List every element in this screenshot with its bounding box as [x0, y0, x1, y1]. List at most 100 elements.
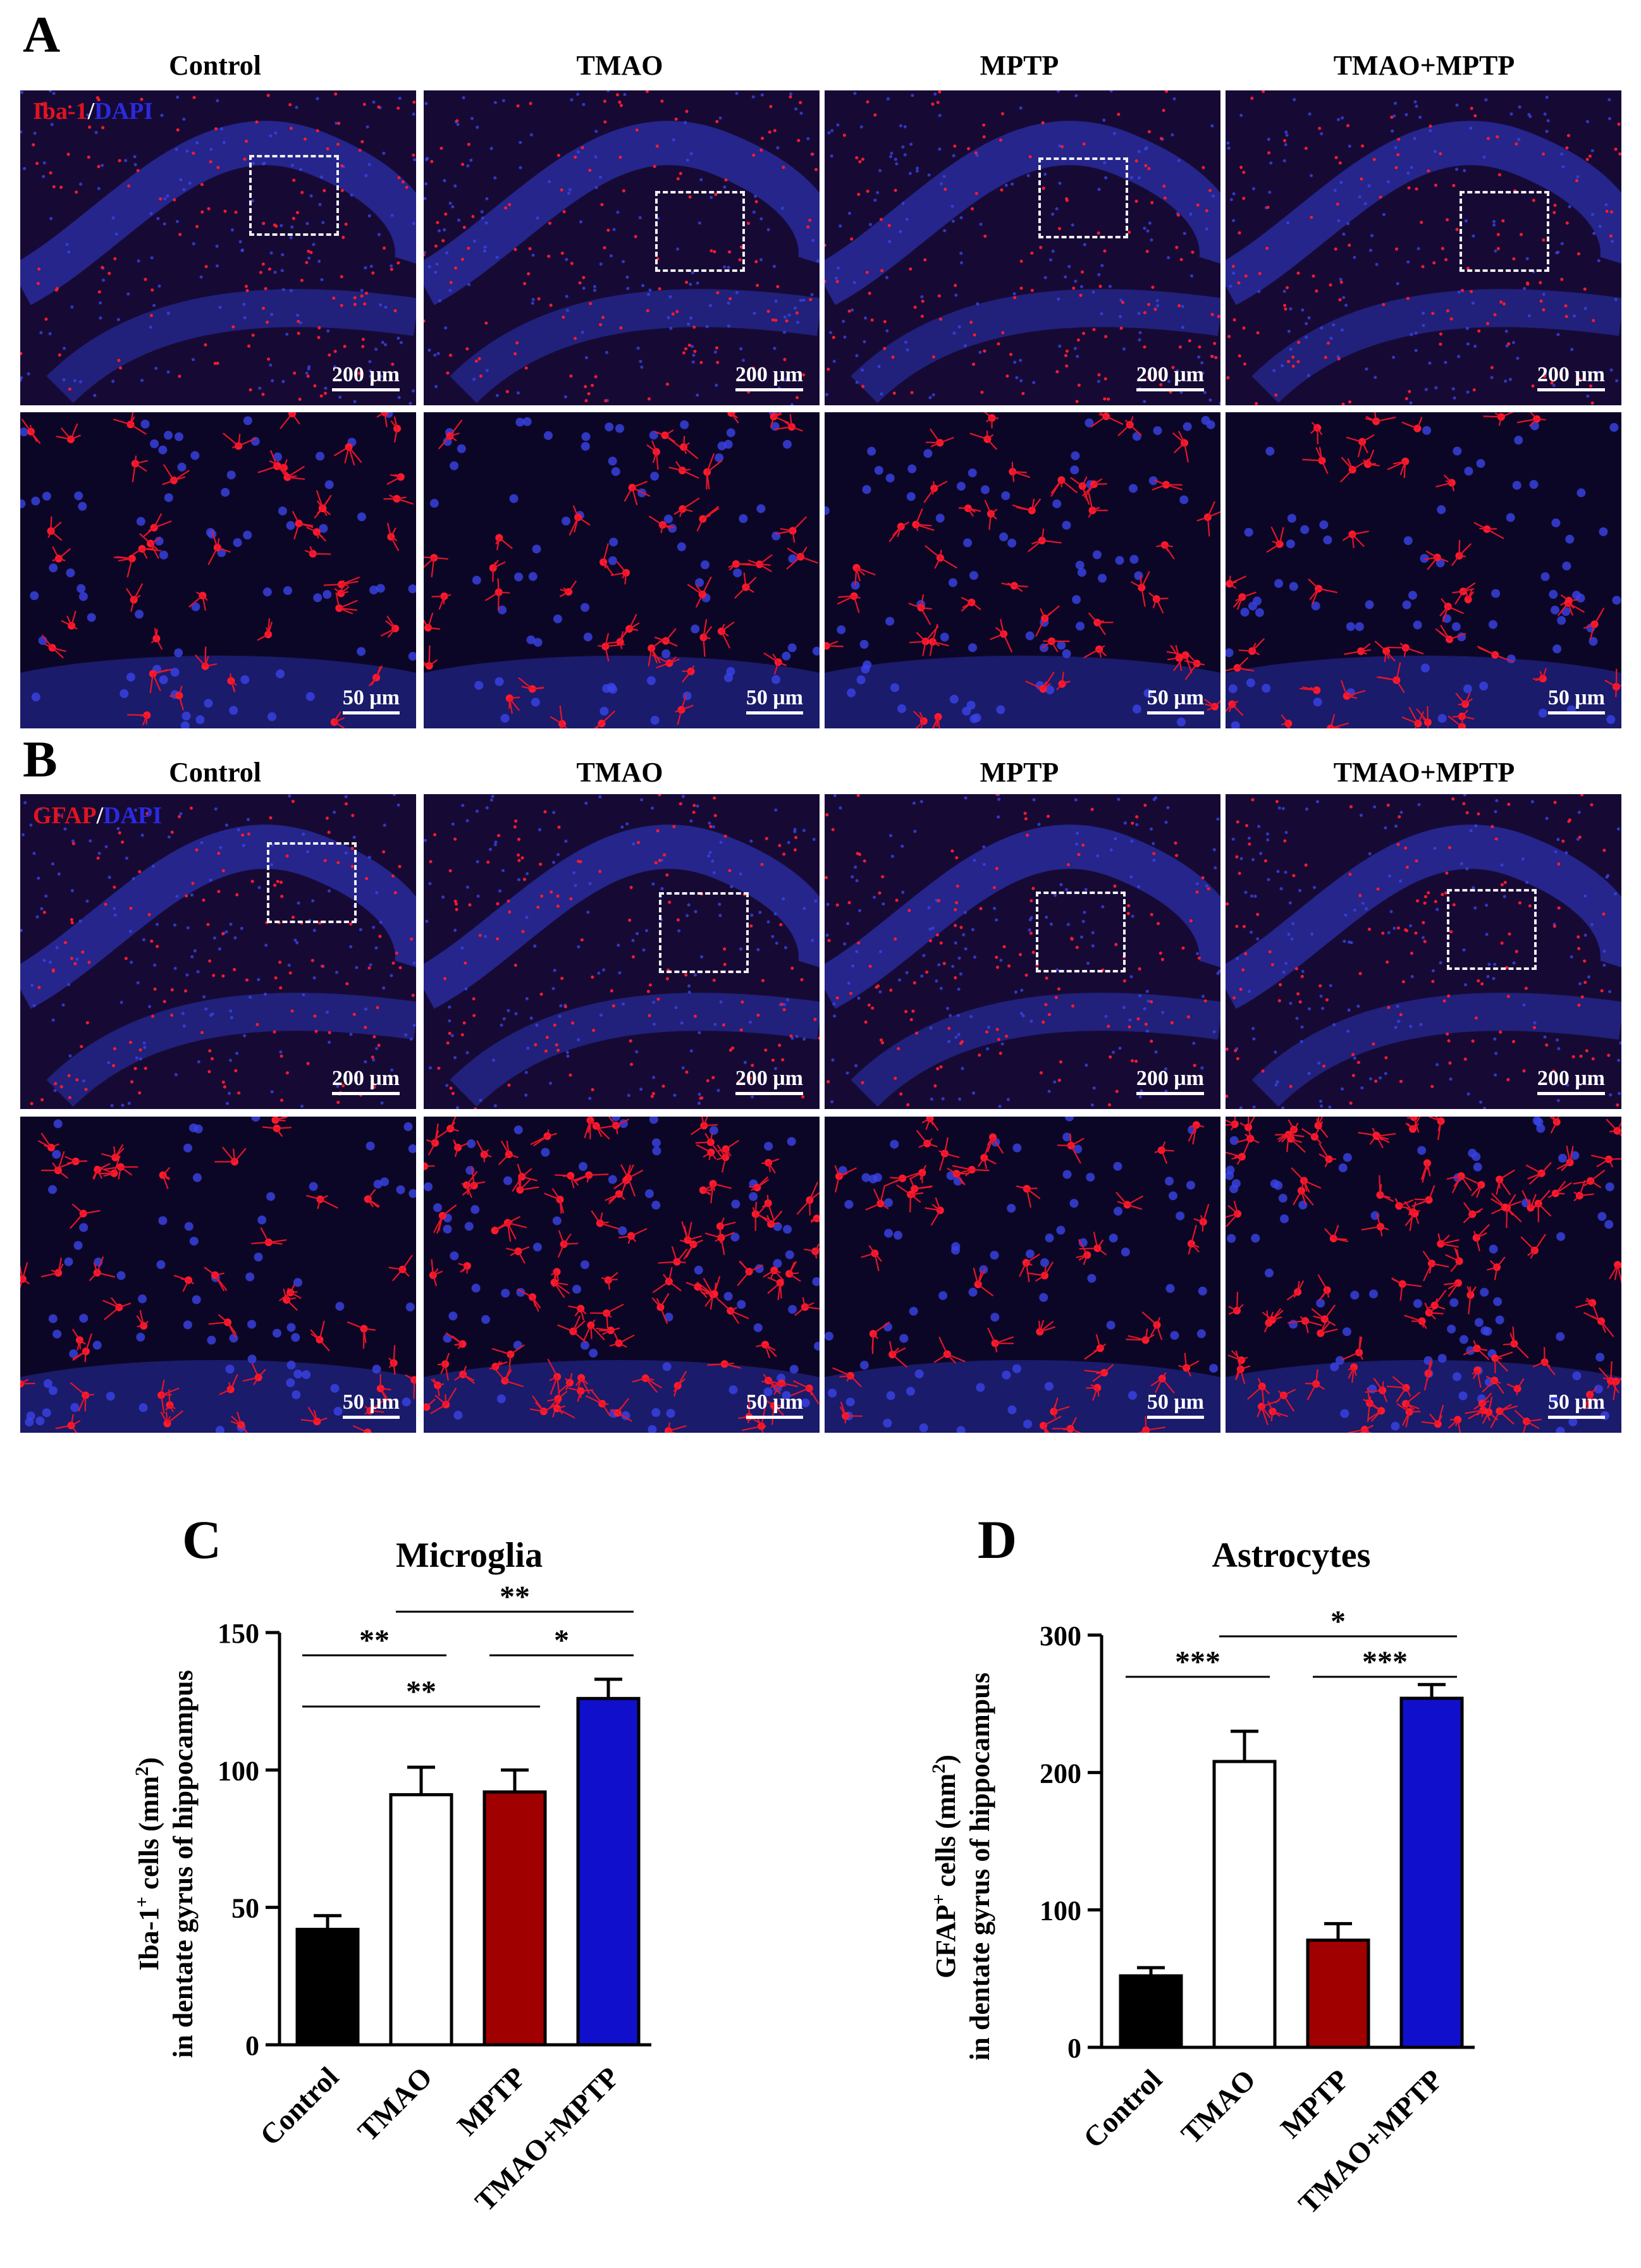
micrograph-image: [1226, 1117, 1621, 1433]
zoom-region-box: [1460, 191, 1549, 272]
significance-label: ***: [1175, 1645, 1220, 1679]
scale-bar-line: [735, 1092, 803, 1095]
micrograph-image: [20, 90, 416, 405]
micrograph-tile: 50 μm: [20, 412, 416, 728]
micrograph-image: [424, 794, 820, 1109]
y-axis-label: GFAP+ cells (mm2): [928, 1755, 961, 1978]
col-label-tmao-a: TMAO: [576, 50, 663, 81]
y-axis-label-line2: in dentate gyrus of hippocampus: [168, 1670, 199, 2058]
micrograph-tile: 200 μm: [20, 794, 416, 1109]
significance-label: *: [1331, 1605, 1346, 1638]
micrograph-image: [1226, 412, 1621, 728]
bar: [482, 1790, 547, 2047]
scale-bar-line: [1136, 1092, 1204, 1095]
scale-bar: 50 μm: [1547, 1390, 1605, 1419]
micrograph-tile: 50 μm: [1226, 1117, 1621, 1433]
scale-bar-label: 200 μm: [735, 1067, 803, 1090]
micrograph-image: [1226, 90, 1621, 405]
micrograph-tile: 50 μm: [20, 1117, 416, 1433]
scale-bar-label: 200 μm: [1537, 363, 1605, 386]
col-label-mptp-a: MPTP: [980, 50, 1059, 81]
scale-bar-line: [746, 711, 803, 714]
scale-bar-line: [735, 388, 803, 391]
scale-bar: 50 μm: [342, 1390, 400, 1419]
col-label-mptp-b: MPTP: [980, 757, 1059, 788]
scale-bar: 200 μm: [1537, 363, 1605, 391]
micrograph-tile: 200 μm: [1226, 90, 1621, 405]
bar: [1306, 1938, 1370, 2049]
col-label-control-b: Control: [169, 757, 261, 788]
col-label-control-a: Control: [169, 50, 261, 81]
scale-bar-line: [331, 1092, 400, 1095]
scale-bar-line: [1146, 711, 1204, 714]
scale-bar-label: 200 μm: [1136, 363, 1204, 386]
y-axis-label-line2: in dentate gyrus of hippocampus: [964, 1672, 995, 2061]
y-tick-label: 150: [218, 1618, 259, 1649]
chart-astrocytes: Astrocytes GFAP+ cells (mm2) in dentate gy…: [928, 1536, 1475, 2220]
panel-letter-d: D: [978, 1509, 1017, 1570]
stain-blue-label: DAPI: [94, 98, 154, 125]
chart-title: Astrocytes: [1212, 1536, 1371, 1575]
scale-bar: 50 μm: [1146, 686, 1204, 714]
zoom-region-box: [1038, 157, 1128, 238]
scale-bar: 50 μm: [746, 1390, 803, 1419]
zoom-region-box: [249, 155, 339, 236]
zoom-region-box: [1447, 889, 1537, 970]
scale-bar-line: [746, 1416, 803, 1419]
col-label-tmao-mptp-b: TMAO+MPTP: [1333, 757, 1515, 788]
micrograph-tile: 200 μm: [424, 794, 820, 1109]
scale-bar: 200 μm: [331, 363, 400, 391]
significance-label: **: [406, 1675, 436, 1708]
micrograph-tile: 200 μm: [825, 90, 1220, 405]
y-tick-label: 100: [218, 1755, 259, 1786]
micrograph-tile: 50 μm: [825, 1117, 1220, 1433]
stain-slash: /: [87, 98, 95, 125]
stain-slash: /: [96, 802, 104, 829]
y-tick-label: 50: [231, 1893, 259, 1924]
scale-bar-label: 50 μm: [342, 1390, 400, 1414]
y-tick-label: 300: [1040, 1621, 1081, 1652]
bar: [389, 1793, 453, 2047]
zoom-region-box: [1036, 892, 1126, 972]
scale-bar-line: [1547, 711, 1605, 714]
scale-bar-label: 50 μm: [342, 686, 400, 709]
stain-red-label: GFAP: [33, 802, 97, 829]
scale-bar-label: 50 μm: [1547, 1390, 1605, 1414]
col-label-tmao-b: TMAO: [576, 757, 663, 788]
scale-bar-line: [342, 711, 400, 714]
y-axis-label: Iba-1+ cells (mm2): [132, 1757, 164, 1971]
micrograph-tile: 200 μm: [825, 794, 1220, 1109]
zoom-region-box: [655, 191, 745, 272]
significance-label: **: [359, 1624, 390, 1657]
scale-bar-label: 50 μm: [746, 1390, 803, 1414]
micrograph-tile: 200 μm: [1226, 794, 1621, 1109]
stain-red-label: Iba-1: [33, 98, 88, 125]
scale-bar-label: 50 μm: [746, 686, 803, 709]
micrograph-tile: 50 μm: [424, 1117, 820, 1433]
y-tick-label: 0: [1067, 2033, 1081, 2064]
scale-bar-label: 200 μm: [331, 1067, 400, 1090]
micrograph-image: [1226, 794, 1621, 1109]
stain-blue-label: DAPI: [103, 802, 163, 829]
scale-bar-label: 200 μm: [331, 363, 400, 386]
x-tick-label: MPTP: [451, 2061, 532, 2142]
x-tick-label: TMAO: [1175, 2063, 1262, 2150]
stain-label-gfap: GFAP/DAPI: [33, 802, 162, 830]
scale-bar: 200 μm: [735, 1067, 803, 1095]
micrograph-image: [424, 412, 820, 728]
scale-bar: 50 μm: [746, 686, 803, 714]
scale-bar: 50 μm: [342, 686, 400, 714]
x-tick-label: TMAO: [352, 2061, 438, 2147]
panel-letter-c: C: [182, 1509, 222, 1570]
y-tick-label: 100: [1040, 1896, 1081, 1927]
bar: [1399, 1696, 1464, 2049]
micrograph-image: [825, 412, 1220, 728]
scale-bar: 200 μm: [331, 1067, 400, 1095]
scale-bar-line: [1537, 388, 1605, 391]
stain-label-iba1: Iba-1/DAPI: [33, 97, 153, 125]
x-tick-label: MPTP: [1274, 2063, 1355, 2144]
scale-bar-line: [331, 388, 400, 391]
scale-bar-label: 200 μm: [1537, 1067, 1605, 1090]
micrograph-tile: 50 μm: [424, 412, 820, 728]
scale-bar-label: 200 μm: [735, 363, 803, 386]
